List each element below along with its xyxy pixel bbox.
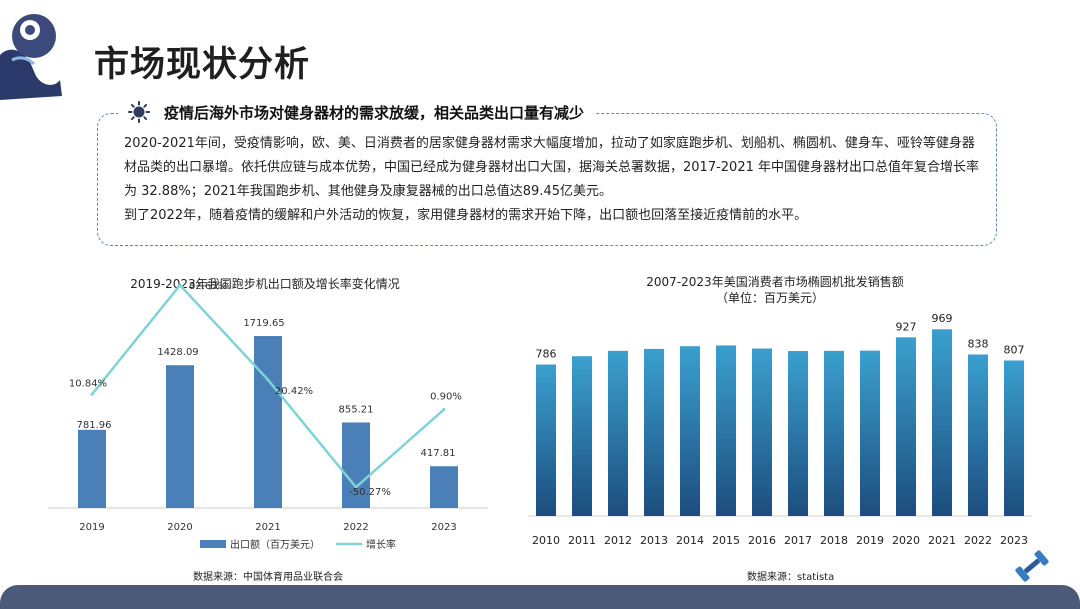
- x-tick-label: 2012: [604, 534, 632, 547]
- line-data-label: 20.42%: [275, 386, 313, 397]
- x-tick-label: 2018: [820, 534, 848, 547]
- legend-label: 增长率: [366, 538, 396, 551]
- bar: [932, 329, 952, 516]
- bar-data-label: 838: [968, 337, 989, 350]
- bar-data-label: 786: [536, 348, 557, 361]
- treadmill-export-chart: 2019-2023年我国跑步机出口额及增长率变化情况 2019 2020 2021 20…: [40, 268, 500, 558]
- x-tick-label: 2019: [79, 522, 104, 533]
- summary-paragraph: 到了2022年，随着疫情的缓解和户外活动的恢复，家用健身器材的需求开始下降，出口…: [124, 208, 808, 223]
- line-data-label: 10.84%: [69, 378, 107, 389]
- growth-rate-point: [354, 485, 358, 489]
- x-tick-label: 2014: [676, 534, 704, 547]
- growth-rate-point: [442, 407, 446, 411]
- bar-data-label: 781.96: [77, 420, 112, 431]
- chart-subtitle: （单位：百万美元）: [716, 290, 824, 305]
- bar-data-label: 1428.09: [157, 347, 198, 358]
- x-tick-label: 2019: [856, 534, 884, 547]
- elliptical-sales-chart: 2007-2023年美国消费者市场椭圆机批发销售额 （单位：百万美元） 2010 78…: [520, 268, 1040, 553]
- left-chart-source: 数据来源：中国体育用品业联合会: [193, 572, 343, 583]
- bar: [166, 365, 194, 508]
- line-data-label: 0.90%: [430, 391, 462, 402]
- summary-heading: 疫情后海外市场对健身器材的需求放缓，相关品类出口量有减少: [118, 99, 595, 125]
- bar: [1004, 360, 1024, 516]
- x-tick-label: 2022: [343, 522, 368, 533]
- bar: [860, 350, 880, 516]
- right-chart-source: 数据来源：statista: [747, 572, 835, 583]
- bar: [788, 351, 808, 516]
- growth-rate-point: [178, 283, 182, 287]
- x-tick-label: 2021: [255, 522, 280, 533]
- x-tick-label: 2020: [892, 534, 920, 547]
- bar: [968, 354, 988, 516]
- page-title: 市场现状分析: [94, 45, 311, 85]
- bar: [824, 350, 844, 516]
- bar: [572, 356, 592, 516]
- x-tick-label: 2022: [964, 534, 992, 547]
- bar-data-label: 855.21: [339, 404, 374, 415]
- bar: [78, 429, 106, 508]
- bar-data-label: 969: [932, 312, 953, 325]
- x-tick-label: 2015: [712, 534, 740, 547]
- growth-rate-point: [266, 378, 270, 382]
- bar-data-label: 1719.65: [243, 318, 284, 329]
- growth-rate-point: [90, 392, 94, 396]
- bar: [536, 364, 556, 516]
- bar-data-label: 927: [896, 320, 917, 333]
- chart-title: 2019-2023年我国跑步机出口额及增长率变化情况: [130, 276, 399, 291]
- summary-subtitle: 疫情后海外市场对健身器材的需求放缓，相关品类出口量有减少: [164, 103, 585, 122]
- bar: [430, 466, 458, 508]
- bar: [716, 345, 736, 516]
- chart-title: 2007-2023年美国消费者市场椭圆机批发销售额: [646, 274, 903, 289]
- legend-swatch-bar: [200, 540, 226, 548]
- line-data-label: -50.27%: [349, 487, 391, 498]
- bar: [752, 348, 772, 516]
- line-data-label: 82.63%: [189, 281, 227, 292]
- x-tick-label: 2023: [431, 522, 456, 533]
- x-tick-label: 2023: [1000, 534, 1028, 547]
- x-tick-label: 2011: [568, 534, 596, 547]
- bar: [342, 422, 370, 508]
- bar: [608, 350, 628, 516]
- bar-data-label: 807: [1004, 343, 1025, 356]
- summary-paragraph: 2020-2021年间，受疫情影响，欧、美、日消费者的居家健身器材需求大幅度增加…: [124, 136, 979, 199]
- footer-band: [0, 585, 1080, 609]
- summary-text: 2020-2021年间，受疫情影响，欧、美、日消费者的居家健身器材需求大幅度增加…: [124, 132, 982, 228]
- x-tick-label: 2016: [748, 534, 776, 547]
- dumbbell-icon: [1015, 550, 1049, 582]
- legend-label: 出口额（百万美元）: [230, 538, 320, 551]
- x-tick-label: 2010: [532, 534, 560, 547]
- x-tick-label: 2013: [640, 534, 668, 547]
- fitness-mascot-logo: [0, 14, 62, 100]
- x-tick-label: 2017: [784, 534, 812, 547]
- sun-icon: [128, 101, 150, 123]
- bar: [644, 348, 664, 516]
- bar-data-label: 417.81: [421, 448, 456, 459]
- x-tick-label: 2020: [167, 522, 192, 533]
- bar: [680, 346, 700, 516]
- bar: [896, 337, 916, 516]
- bar: [254, 336, 282, 508]
- x-tick-label: 2021: [928, 534, 956, 547]
